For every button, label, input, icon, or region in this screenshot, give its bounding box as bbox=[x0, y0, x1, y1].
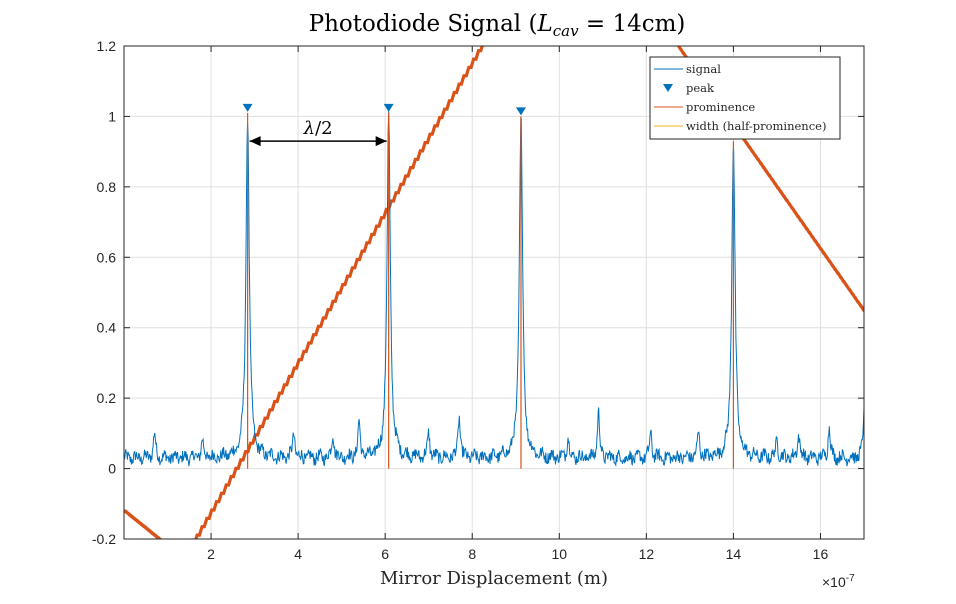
annotation-arrowhead-left bbox=[249, 136, 261, 147]
x-tick-label-3: 8 bbox=[468, 546, 476, 562]
wavelength-annotation: λ/2 bbox=[249, 118, 387, 147]
y-tick-label-4: 0.6 bbox=[97, 249, 117, 265]
y-tick-label-6: 1 bbox=[108, 108, 116, 124]
legend-label-1: peak bbox=[686, 81, 715, 95]
x-tick-label-4: 10 bbox=[552, 546, 568, 562]
axes-box bbox=[123, 45, 865, 540]
ramp-segment-1 bbox=[194, 46, 484, 539]
y-tick-label-3: 0.4 bbox=[97, 320, 117, 336]
y-tick-labels: -0.2 0 0.2 0.4 0.6 0.8 1 1.2 bbox=[92, 38, 116, 547]
y-tick-label-7: 1.2 bbox=[97, 38, 117, 54]
ramp-segment-0 bbox=[124, 509, 163, 539]
legend-box bbox=[649, 56, 841, 140]
y-tick-label-0: -0.2 bbox=[92, 531, 116, 547]
x-tick-label-5: 12 bbox=[639, 546, 655, 562]
x-tick-labels: 2 4 6 8 10 12 14 16 bbox=[207, 546, 828, 562]
prominence-series bbox=[247, 112, 735, 469]
axes bbox=[123, 45, 865, 540]
chart-title: Photodiode Signal (Lcav = 14cm) bbox=[309, 11, 686, 40]
x-axis-label: Mirror Displacement (m) bbox=[380, 568, 608, 589]
peak-marker-1 bbox=[383, 103, 394, 112]
x-tick-label-1: 4 bbox=[294, 546, 302, 562]
x-tick-label-7: 16 bbox=[813, 546, 829, 562]
annotation-label: λ/2 bbox=[303, 118, 333, 139]
x-tick-label-0: 2 bbox=[207, 546, 215, 562]
x-tick-label-6: 14 bbox=[726, 546, 742, 562]
y-tick-label-5: 0.8 bbox=[97, 179, 117, 195]
peak-marker-2 bbox=[515, 107, 526, 116]
y-tick-label-1: 0 bbox=[108, 461, 116, 477]
legend-label-0: signal bbox=[686, 62, 721, 76]
annotation-arrowhead-right bbox=[375, 136, 387, 147]
y-tick-label-2: 0.2 bbox=[97, 390, 117, 406]
legend: signal peak prominence width (half-prominen… bbox=[649, 56, 841, 140]
x-tick-label-2: 6 bbox=[381, 546, 389, 562]
legend-label-3: width (half-prominence) bbox=[686, 119, 826, 133]
legend-label-2: prominence bbox=[686, 100, 755, 114]
peak-marker-0 bbox=[242, 103, 253, 112]
legend-swatch-1 bbox=[663, 84, 673, 92]
x-axis-multiplier: ×10-7 bbox=[822, 573, 855, 590]
